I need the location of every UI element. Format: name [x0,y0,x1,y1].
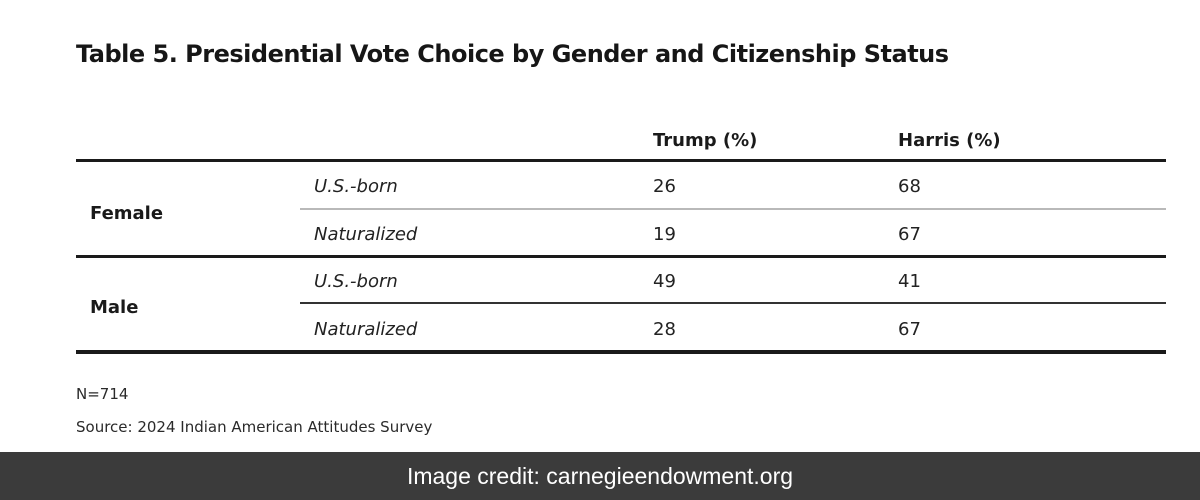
row-label: Naturalized [314,319,418,340]
cell-harris: 68 [898,176,921,197]
table-bottom-rule [76,350,1166,354]
column-header-harris: Harris (%) [898,130,1001,151]
row-divider [300,208,1166,210]
cell-trump: 26 [653,176,676,197]
cell-trump: 28 [653,319,676,340]
sample-size-note: N=714 [76,385,129,403]
row-label: U.S.-born [314,176,398,197]
group-label-male: Male [90,297,139,318]
row-label: U.S.-born [314,271,398,292]
cell-harris: 41 [898,271,921,292]
cell-harris: 67 [898,319,921,340]
cell-harris: 67 [898,224,921,245]
cell-trump: 19 [653,224,676,245]
cell-trump: 49 [653,271,676,292]
image-credit-text: Image credit: carnegieendowment.org [406,462,794,489]
source-note: Source: 2024 Indian American Attitudes S… [76,418,433,436]
row-label: Naturalized [314,224,418,245]
image-credit-bar: Image credit: carnegieendowment.org [0,452,1200,500]
group-label-female: Female [90,203,164,224]
table-top-rule [76,159,1166,162]
table-title: Table 5. Presidential Vote Choice by Gen… [76,40,949,68]
group-divider-rule [76,255,1166,258]
column-header-trump: Trump (%) [653,130,758,151]
row-divider [300,302,1166,304]
